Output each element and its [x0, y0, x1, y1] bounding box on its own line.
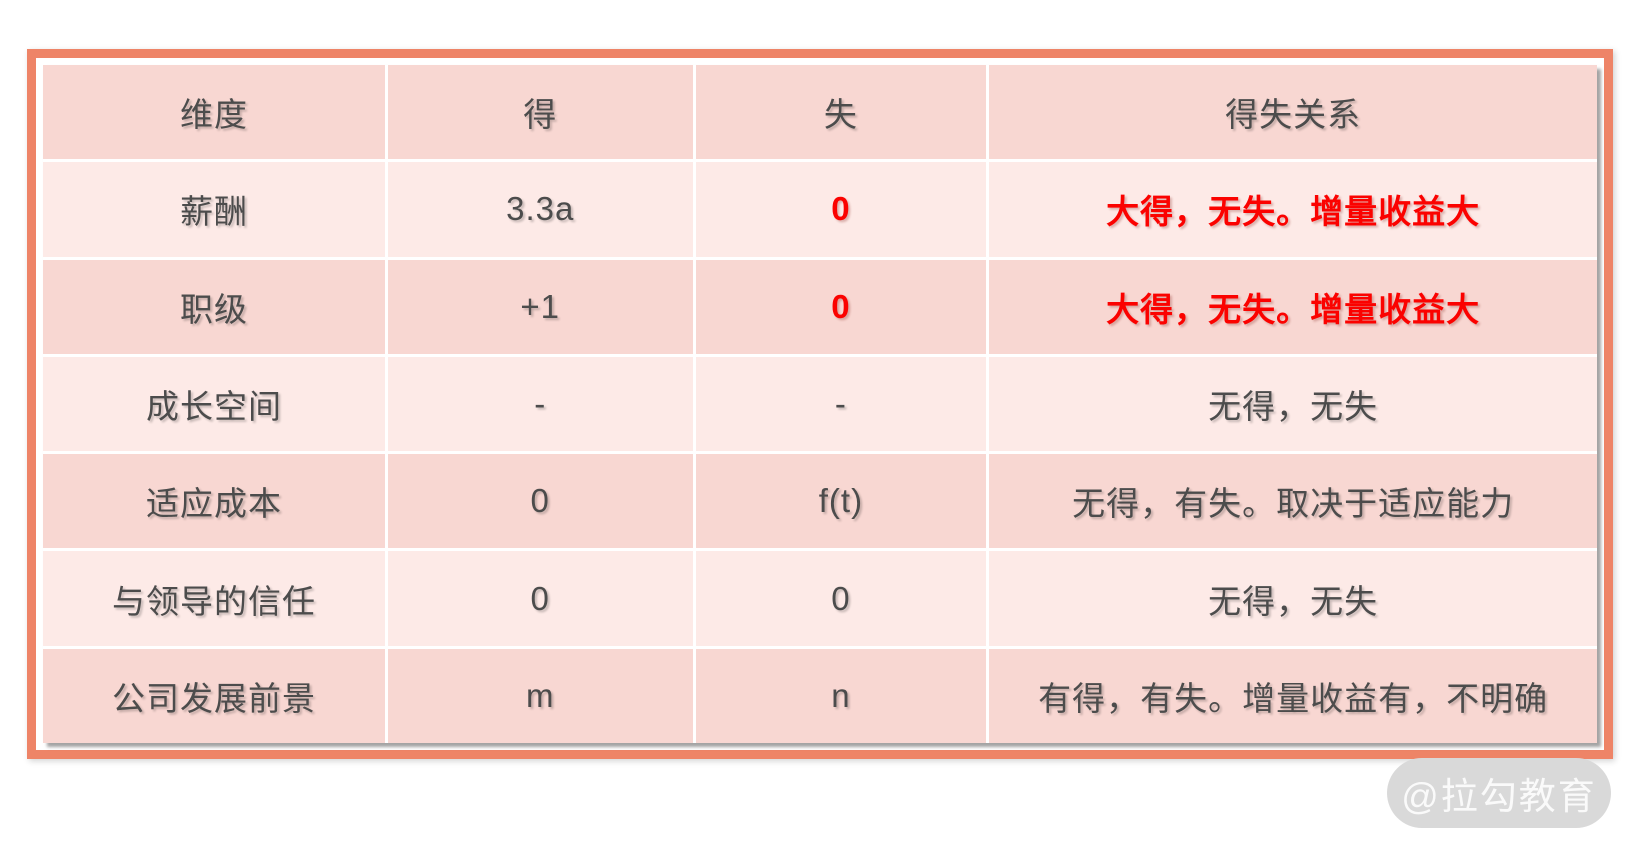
header-cell-relation: 得失关系: [986, 65, 1597, 160]
cell-loss: 0: [692, 162, 987, 257]
header-cell-loss: 失: [692, 65, 987, 160]
header-cell-gain: 得: [384, 65, 693, 160]
cell-gain: 3.3a: [384, 162, 693, 257]
cell-dimension: 成长空间: [43, 356, 385, 452]
table-row-growth-space: 成长空间 - - 无得，无失: [43, 353, 1597, 452]
header-cell-dimension: 维度: [43, 65, 385, 160]
table-row-leader-trust: 与领导的信任 0 0 无得，无失: [43, 548, 1597, 646]
cell-relation: 无得，无失: [986, 356, 1597, 452]
cell-dimension: 与领导的信任: [43, 551, 385, 646]
cell-gain: m: [384, 648, 693, 743]
cell-gain: 0: [384, 454, 693, 549]
cell-gain: +1: [384, 259, 693, 354]
cell-relation: 大得，无失。增量收益大: [986, 259, 1597, 354]
cell-loss: n: [692, 648, 987, 743]
cell-relation: 无得，无失: [986, 551, 1597, 646]
table-row-adaptation-cost: 适应成本 0 f(t) 无得，有失。取决于适应能力: [43, 451, 1597, 549]
cell-loss: -: [692, 356, 987, 452]
table-row-job-level: 职级 +1 0 大得，无失。增量收益大: [43, 256, 1597, 354]
table-header-row: 维度 得 失 得失关系: [43, 65, 1597, 160]
cell-dimension: 公司发展前景: [43, 648, 385, 743]
table-row-company-prospects: 公司发展前景 m n 有得，有失。增量收益有，不明确: [43, 645, 1597, 743]
cell-relation: 大得，无失。增量收益大: [986, 162, 1597, 257]
table-frame: 维度 得 失 得失关系 薪酬 3.3a 0 大得，无失。增量收益大 职级 +1 …: [27, 49, 1613, 759]
gain-loss-table: 维度 得 失 得失关系 薪酬 3.3a 0 大得，无失。增量收益大 职级 +1 …: [43, 65, 1597, 743]
cell-relation: 有得，有失。增量收益有，不明确: [986, 648, 1597, 743]
watermark-label: @拉勾教育: [1401, 776, 1597, 817]
cell-loss: 0: [692, 259, 987, 354]
cell-loss: 0: [692, 551, 987, 646]
table-row-salary: 薪酬 3.3a 0 大得，无失。增量收益大: [43, 159, 1597, 257]
cell-dimension: 薪酬: [43, 162, 385, 257]
cell-loss: f(t): [692, 454, 987, 549]
cell-gain: -: [384, 356, 693, 452]
watermark-badge: @拉勾教育: [1387, 758, 1611, 828]
cell-relation: 无得，有失。取决于适应能力: [986, 454, 1597, 549]
cell-gain: 0: [384, 551, 693, 646]
cell-dimension: 适应成本: [43, 454, 385, 549]
cell-dimension: 职级: [43, 259, 385, 354]
